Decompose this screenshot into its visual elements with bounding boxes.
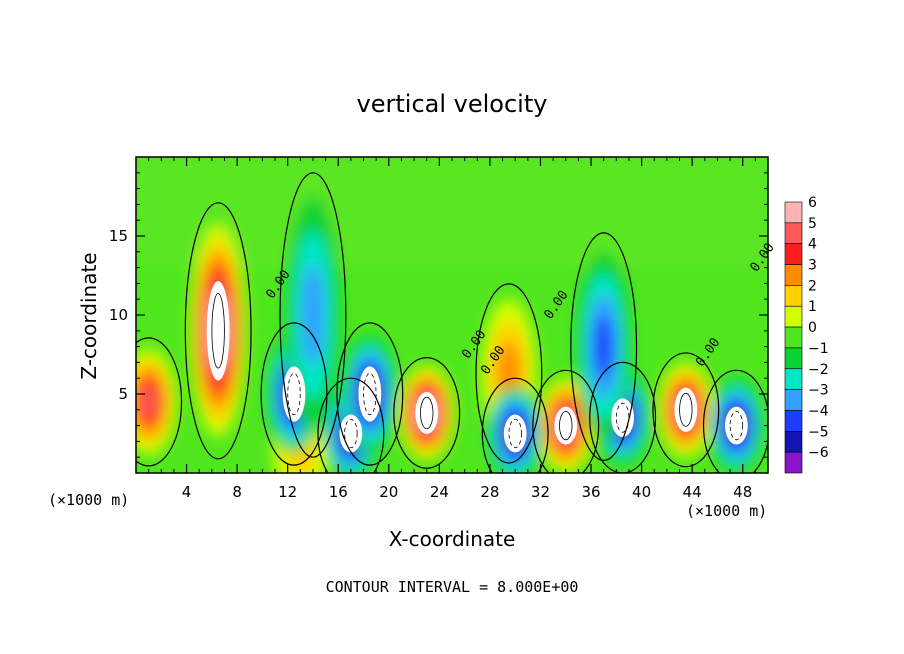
colorbar-label-4: 2 xyxy=(808,278,817,294)
colorbar: 6 5 4 3 2 1 0 −1 −2 −3 −4 −5 −6 xyxy=(784,195,829,474)
updraft-0-level-5 xyxy=(141,387,157,417)
colorbar-swatch-11 xyxy=(784,431,803,453)
colorbar-swatch-1 xyxy=(784,222,803,244)
colorbar-swatch-10 xyxy=(784,410,803,432)
colorbar-swatch-2 xyxy=(784,243,803,265)
core-contour-1 xyxy=(211,293,225,369)
saturated-core-4 xyxy=(674,387,698,432)
saturated-core-11 xyxy=(611,398,635,438)
x-tick-label-48: 48 xyxy=(733,483,752,501)
x-tick-label-36: 36 xyxy=(581,483,600,501)
downdraft-13-level-3 xyxy=(301,264,325,366)
x-tick-label-44: 44 xyxy=(683,483,702,501)
colorbar-swatch-3 xyxy=(784,264,803,286)
x-tick-label-20: 20 xyxy=(379,483,398,501)
colorbar-swatch-9 xyxy=(784,389,803,411)
zero-contour-3 xyxy=(532,369,600,473)
core-contour-2 xyxy=(420,396,434,430)
colorbar-swatch-12 xyxy=(784,451,803,474)
core-contour-9 xyxy=(363,372,377,416)
zero-contour-4 xyxy=(652,352,720,468)
chart-title: vertical velocity xyxy=(357,90,548,118)
colorbar-swatch-8 xyxy=(784,368,803,390)
saturated-core-8 xyxy=(339,414,363,453)
x-tick-label-32: 32 xyxy=(531,483,550,501)
y-tick-label-5: 5 xyxy=(118,385,128,403)
colorbar-label-5: 1 xyxy=(808,299,817,315)
core-contour-7 xyxy=(287,372,301,416)
colorbar-swatch-5 xyxy=(784,305,803,328)
colorbar-label-8: −2 xyxy=(808,362,829,378)
core-contour-12 xyxy=(729,410,744,441)
zero-contour-9 xyxy=(336,322,404,466)
x-tick-label-16: 16 xyxy=(329,483,348,501)
colorbar-swatch-0 xyxy=(784,201,803,224)
zero-contour-5 xyxy=(475,283,543,464)
zero-contour-0 xyxy=(136,337,183,467)
saturated-core-3 xyxy=(554,406,578,445)
colorbar-label-3: 3 xyxy=(808,258,817,274)
x-tick-label-12: 12 xyxy=(278,483,297,501)
y-tick-label-10: 10 xyxy=(109,306,128,324)
core-contour-4 xyxy=(679,392,693,427)
zero-contour-1 xyxy=(184,202,252,460)
downdraft-14-level-4 xyxy=(594,315,613,379)
saturated-core-9 xyxy=(358,366,382,422)
upper-layer-band xyxy=(136,157,768,268)
velocity-cores xyxy=(206,281,748,453)
y-axis-label: Z-coordinate xyxy=(77,252,101,379)
core-contour-3 xyxy=(559,410,573,441)
zero-contour-7 xyxy=(260,322,328,466)
saturated-core-10 xyxy=(503,414,527,453)
core-contour-8 xyxy=(344,418,358,449)
colorbar-label-0: 6 xyxy=(808,195,817,211)
zero-contours xyxy=(136,172,768,473)
saturated-core-12 xyxy=(725,406,748,445)
zero-contour-8 xyxy=(317,377,385,473)
x-tick-label-8: 8 xyxy=(232,483,242,501)
core-contour-10 xyxy=(508,418,522,449)
y-tick-label-15: 15 xyxy=(109,227,128,245)
x-unit-label-right: (×1000 m) xyxy=(686,502,767,520)
colorbar-swatch-4 xyxy=(784,285,803,307)
x-unit-label-left: (×1000 m) xyxy=(48,491,129,509)
saturated-core-1 xyxy=(206,281,230,381)
zero-contour-12 xyxy=(702,369,768,473)
colorbar-swatch-6 xyxy=(784,326,803,349)
colorbar-label-9: −3 xyxy=(808,383,829,399)
x-tick-label-40: 40 xyxy=(632,483,651,501)
colorbar-label-10: −4 xyxy=(808,403,829,419)
colorbar-label-1: 5 xyxy=(808,216,817,232)
colorbar-label-11: −5 xyxy=(808,424,829,440)
x-axis-label: X-coordinate xyxy=(389,527,516,551)
plot-area xyxy=(136,157,768,473)
x-tick-label-24: 24 xyxy=(430,483,449,501)
zero-contour-13 xyxy=(279,172,347,458)
zero-contour-2 xyxy=(393,357,461,469)
x-tick-label-28: 28 xyxy=(480,483,499,501)
colorbar-label-6: 0 xyxy=(808,320,817,336)
colorbar-label-12: −6 xyxy=(808,445,829,461)
colorbar-label-2: 4 xyxy=(808,237,817,253)
colorbar-swatch-7 xyxy=(784,347,803,370)
contour-interval-note: CONTOUR INTERVAL = 8.000E+00 xyxy=(326,578,579,596)
zero-contour-11 xyxy=(589,361,657,473)
colorbar-label-7: −1 xyxy=(808,341,829,357)
zero-contour-10 xyxy=(481,377,549,473)
zero-contour-14 xyxy=(570,232,638,461)
x-tick-label-4: 4 xyxy=(182,483,192,501)
saturated-core-2 xyxy=(415,391,439,434)
